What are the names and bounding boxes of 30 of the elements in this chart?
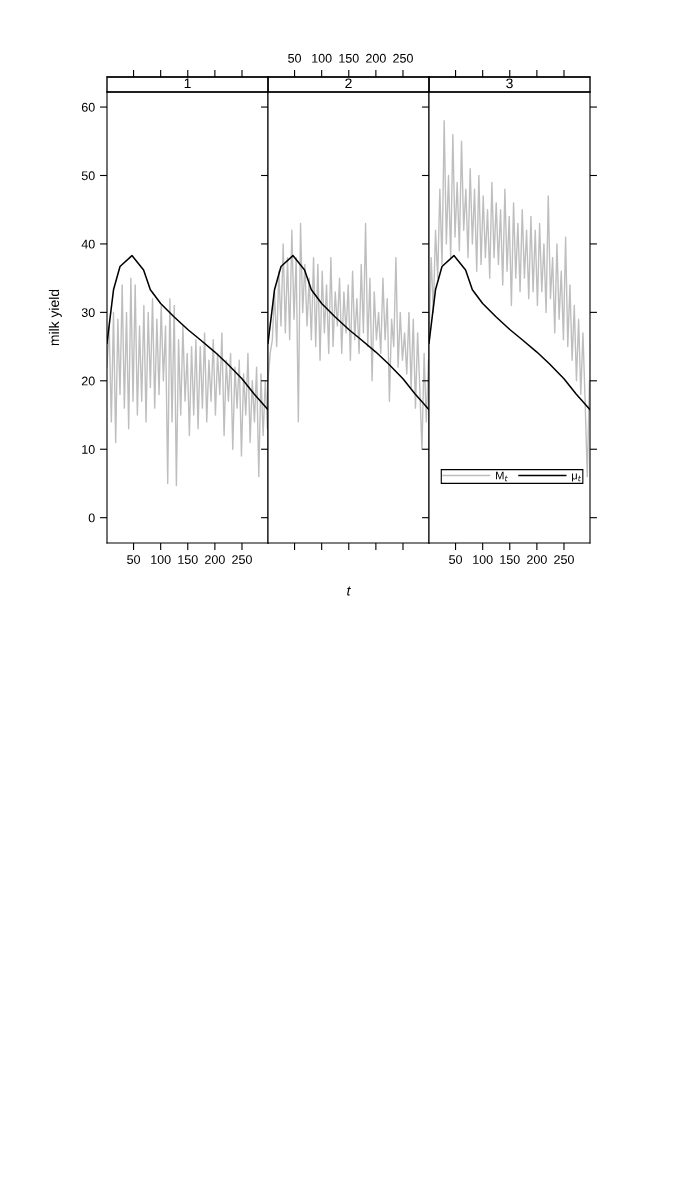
y-tick-label: 20: [81, 376, 95, 386]
x-tick-label: 250: [393, 53, 413, 63]
x-tick-label: 200: [527, 555, 547, 564]
x-tick-label: 100: [473, 555, 493, 564]
x-tick-label: 250: [554, 555, 574, 564]
x-axis-title: t: [347, 586, 351, 596]
line-series: [107, 277, 268, 487]
x-tick-label: 150: [500, 555, 520, 564]
x-tick-label: 50: [288, 53, 302, 63]
chart-title: 3: [506, 78, 513, 89]
y-tick-label: 50: [81, 171, 95, 181]
x-tick-label: 200: [205, 555, 225, 564]
y-tick-label: 60: [81, 102, 95, 112]
y-axis-title: milk yield: [48, 289, 62, 346]
chart-title: 2: [345, 78, 352, 89]
legend-label: μ$_{t}$: [572, 473, 582, 482]
x-tick-label: 150: [178, 555, 198, 564]
x-tick-label: 50: [449, 555, 463, 564]
y-tick-label: 10: [82, 445, 95, 454]
legend-label: M$_{t}$: [496, 471, 508, 482]
chart-title: 1: [184, 78, 191, 89]
x-tick-label: 100: [151, 555, 171, 564]
y-tick-label: 40: [81, 239, 95, 249]
x-tick-label: 100: [312, 53, 332, 63]
x-tick-label: 50: [127, 555, 141, 564]
x-tick-label: 200: [366, 53, 386, 63]
x-tick-label: 250: [232, 555, 252, 564]
x-tick-label: 150: [339, 53, 359, 63]
y-tick-label: 0: [88, 513, 95, 523]
y-tick-label: 30: [81, 308, 95, 318]
